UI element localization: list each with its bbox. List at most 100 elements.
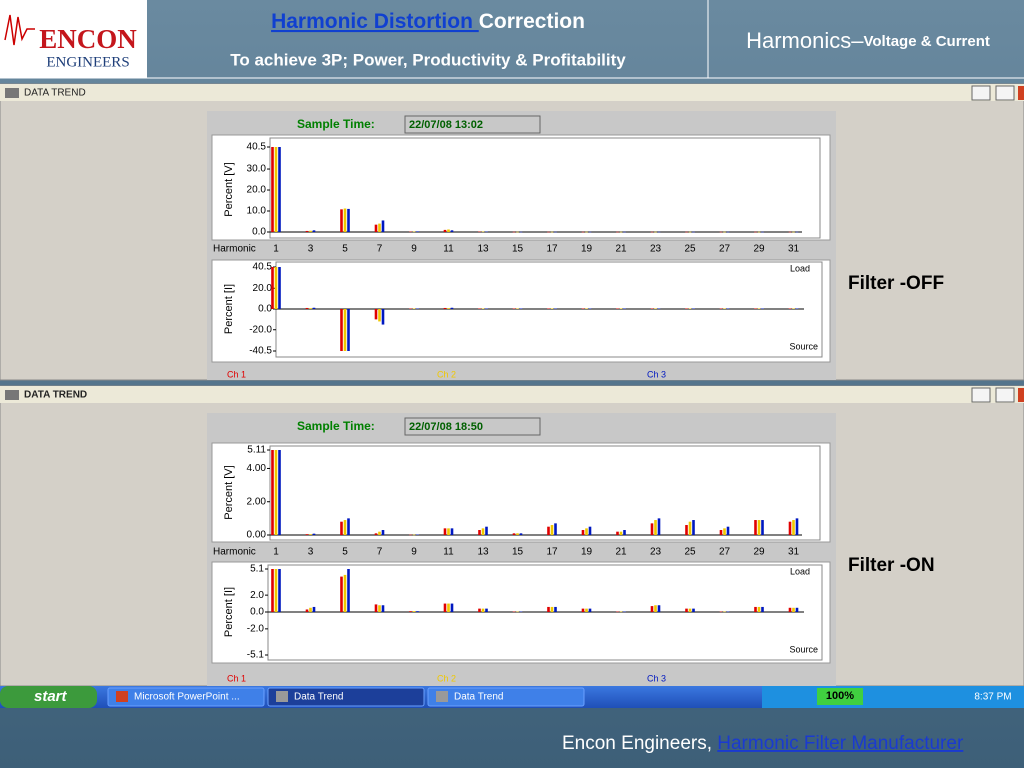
bar	[381, 309, 385, 325]
task-button[interactable]	[267, 687, 425, 707]
legend-label: Ch 2	[437, 673, 456, 683]
bar	[723, 308, 726, 309]
bar	[519, 308, 523, 309]
bar	[792, 520, 795, 535]
bar	[761, 231, 764, 233]
bar	[374, 604, 378, 612]
bar	[516, 231, 519, 233]
bar	[550, 525, 554, 535]
bar	[278, 267, 281, 309]
bar	[278, 569, 281, 612]
bar	[447, 229, 450, 232]
bar	[512, 308, 516, 309]
task-label[interactable]: Data Trend	[294, 692, 343, 703]
bar	[478, 308, 481, 309]
x-tick-label: 17	[546, 244, 558, 255]
task-button[interactable]	[427, 687, 585, 707]
start-button[interactable]	[0, 686, 97, 708]
bar	[278, 450, 281, 535]
y-tick-label: 40.5	[247, 142, 267, 153]
y-tick-label: 0.00	[247, 530, 267, 541]
bar	[347, 518, 350, 535]
y-tick-label: 30.0	[247, 164, 267, 175]
annotation: Source	[789, 341, 818, 351]
bar	[554, 308, 557, 309]
bar	[409, 611, 412, 612]
title-link[interactable]: Harmonic Distortion	[271, 10, 479, 33]
bar	[443, 229, 447, 232]
bar	[685, 608, 688, 612]
y-tick-label: -2.0	[247, 624, 265, 635]
bar	[754, 520, 757, 535]
bar	[340, 521, 343, 535]
bar	[412, 534, 416, 536]
sample-box	[404, 417, 541, 436]
bar	[723, 528, 726, 535]
bar	[795, 308, 799, 309]
bar	[585, 231, 588, 233]
bar	[378, 605, 381, 612]
bar	[650, 231, 654, 233]
start-label[interactable]: start	[34, 688, 68, 705]
bar	[581, 308, 585, 309]
bar	[443, 528, 447, 535]
bar	[654, 605, 657, 612]
bar	[519, 231, 523, 233]
bar	[516, 308, 519, 309]
right-title-main: Harmonics–	[746, 28, 864, 53]
window-button[interactable]	[971, 85, 991, 101]
bar	[581, 231, 585, 233]
bar	[481, 231, 485, 233]
window-button[interactable]	[995, 85, 1015, 101]
task-label[interactable]: Microsoft PowerPoint ...	[134, 692, 240, 703]
bar	[550, 308, 554, 309]
logo-bottom: ENGINEERS	[46, 54, 129, 70]
bar	[519, 533, 523, 535]
bar	[478, 530, 481, 535]
window-button[interactable]	[971, 387, 991, 403]
bar	[657, 605, 661, 612]
x-tick-label: 21	[615, 547, 627, 558]
bar	[274, 147, 278, 232]
footer-link[interactable]: Harmonic Filter Manufacturer	[717, 733, 964, 754]
bar	[416, 611, 419, 612]
bar	[726, 308, 730, 309]
bar	[623, 611, 626, 613]
x-tick-label: 21	[615, 244, 627, 255]
bar	[409, 534, 412, 536]
window-button[interactable]	[995, 387, 1015, 403]
footer: Encon Engineers, Harmonic Filter Manufac…	[562, 733, 964, 754]
bar	[481, 308, 485, 309]
y-tick-label: 5.1	[250, 564, 264, 575]
bar	[619, 611, 623, 613]
bar	[654, 231, 657, 233]
bar	[688, 521, 692, 535]
bar	[554, 523, 557, 535]
bar	[795, 518, 799, 535]
sample-label: Sample Time:	[297, 117, 375, 131]
y-tick-label: -40.5	[249, 346, 272, 357]
close-button[interactable]	[1018, 86, 1024, 100]
bar	[588, 526, 592, 535]
close-button[interactable]	[1018, 388, 1024, 402]
bar	[409, 308, 412, 309]
bar	[757, 231, 761, 233]
bar	[447, 528, 450, 535]
task-label[interactable]: Data Trend	[454, 692, 503, 703]
bar	[788, 231, 792, 233]
bar	[792, 308, 795, 309]
bar	[761, 308, 764, 309]
bar	[723, 611, 726, 613]
plot-area	[269, 445, 821, 541]
bar	[581, 530, 585, 535]
filter-label: Filter -OFF	[848, 273, 944, 294]
x-axis-title: Harmonic	[213, 547, 256, 558]
bar	[305, 534, 309, 535]
task-button[interactable]	[107, 687, 265, 707]
x-tick-label: 27	[719, 244, 731, 255]
annotation: Source	[789, 644, 818, 654]
bar	[619, 231, 623, 233]
bar	[719, 308, 723, 309]
y-axis-title: Percent [V]	[223, 162, 235, 216]
bar	[788, 308, 792, 309]
